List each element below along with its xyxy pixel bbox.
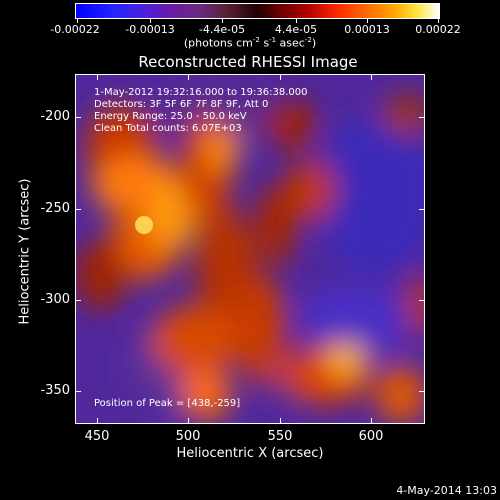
x-tick: [280, 418, 281, 424]
y-tick: [419, 391, 425, 392]
x-tick-label: 600: [358, 429, 384, 444]
colorbar-tick: [150, 18, 151, 23]
colorbar-tick-label: -0.00013: [125, 23, 175, 36]
y-tick: [419, 117, 425, 118]
y-tick: [75, 209, 81, 210]
method-counts-text: Clean Total counts: 6.07E+03: [94, 123, 242, 134]
colorbar-tick: [77, 18, 78, 23]
x-tick-label: 500: [175, 429, 201, 444]
x-tick: [371, 418, 372, 424]
colorbar-tick-label: 0.00013: [344, 23, 390, 36]
x-tick: [188, 74, 189, 80]
detectors-text: Detectors: 3F 5F 6F 7F 8F 9F, Att 0: [94, 99, 269, 110]
y-tick-label: -300: [40, 292, 70, 307]
x-axis-title: Heliocentric X (arcsec): [176, 446, 324, 461]
x-tick-label: 550: [267, 429, 293, 444]
colorbar-units: (photons cm-2 s-1 asec-2): [183, 36, 317, 50]
y-tick: [75, 300, 81, 301]
solar-image: [76, 75, 424, 423]
y-tick-label: -250: [40, 201, 70, 216]
colorbar-tick-label: -4.4e-05: [198, 23, 246, 36]
y-tick: [75, 117, 81, 118]
peak-position-text: Position of Peak = [438,-259]: [94, 398, 241, 409]
colorbar-tick: [367, 18, 368, 23]
y-tick: [419, 209, 425, 210]
colorbar: [75, 3, 440, 19]
y-tick-label: -350: [40, 383, 70, 398]
x-tick: [280, 74, 281, 80]
y-tick: [75, 391, 81, 392]
x-tick: [97, 418, 98, 424]
image-plot: [75, 74, 425, 424]
energy-range-text: Energy Range: 25.0 - 50.0 keV: [94, 111, 247, 122]
colorbar-tick-label: 4.4e-05: [274, 23, 318, 36]
colorbar-tick: [296, 18, 297, 23]
x-tick: [371, 74, 372, 80]
x-tick-label: 450: [84, 429, 110, 444]
y-tick-label: -200: [40, 109, 70, 124]
colorbar-tick: [438, 18, 439, 23]
colorbar-tick: [222, 18, 223, 23]
time-range-text: 1-May-2012 19:32:16.000 to 19:36:38.000: [94, 87, 308, 98]
colorbar-tick-label: -0.00022: [50, 23, 100, 36]
x-tick: [97, 74, 98, 80]
colorbar-tick-label: 0.00022: [415, 23, 461, 36]
timestamp: 4-May-2014 13:03: [396, 484, 497, 497]
x-tick: [188, 418, 189, 424]
y-tick: [419, 300, 425, 301]
plot-title: Reconstructed RHESSI Image: [138, 53, 358, 71]
y-axis-title: Heliocentric Y (arcsec): [17, 178, 33, 325]
